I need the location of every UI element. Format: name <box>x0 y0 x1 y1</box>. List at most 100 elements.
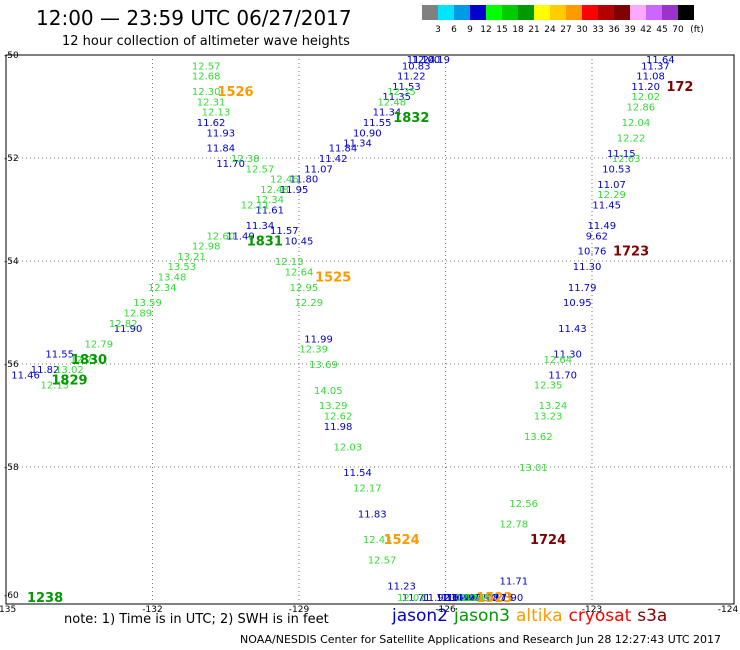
color-swatch <box>614 5 630 20</box>
color-scale-label: 45 <box>656 25 668 35</box>
data-label-jason3: 12.13 <box>41 381 70 392</box>
data-label-jason2: 11.79 <box>568 283 597 294</box>
footer-credit: NOAA/NESDIS Center for Satellite Applica… <box>240 633 722 646</box>
data-label-jason3: 14.05 <box>314 386 343 397</box>
data-label-jason2: 11.22 <box>397 72 426 83</box>
y-tick-label: -50 <box>4 51 19 61</box>
data-label-jason3: 12.35 <box>534 381 563 392</box>
color-swatch <box>630 5 646 20</box>
color-scale-label: 70 <box>672 25 684 35</box>
data-label-jason2: 11.07 <box>304 164 333 175</box>
data-label-jason3: 12.13 <box>275 257 304 268</box>
data-label-jason2: 11.83 <box>358 509 387 520</box>
y-tick-label: -52 <box>4 154 19 164</box>
data-label-jason3: 13.69 <box>309 360 338 371</box>
data-label-jason3: 12.64 <box>285 267 314 278</box>
data-label-jason2: 11.38 <box>446 593 475 604</box>
data-label-jason2: 10.90 <box>353 128 382 139</box>
data-label-jason2: 11.80 <box>290 175 319 186</box>
data-label-jason3: 13.01 <box>519 463 548 474</box>
data-label-jason2: 12.00 <box>412 55 441 66</box>
data-label-jason2: 11.20 <box>631 82 660 93</box>
data-label-jason2: 10.76 <box>578 247 607 258</box>
data-label-jason2: 11.61 <box>436 593 465 604</box>
data-label-jason2: 11.07 <box>597 180 626 191</box>
data-label-jason2: 11.09 <box>441 593 470 604</box>
time-annotation: 1723 <box>613 245 649 260</box>
color-swatch <box>646 5 662 20</box>
data-label-jason3: 12.34 <box>148 283 177 294</box>
data-label-jason2: 11.55 <box>363 118 392 129</box>
data-label-jason2: 11.95 <box>280 185 309 196</box>
data-label-jason2: 10.75 <box>485 593 514 604</box>
x-tick-label: -126 <box>435 605 456 615</box>
data-label-jason2: 11.49 <box>446 593 475 604</box>
data-label-jason2: 11.49 <box>226 231 255 242</box>
data-label-jason2: 11.34 <box>343 139 372 150</box>
data-label-jason3: 12.48 <box>377 97 406 108</box>
data-label-jason3: 12.63 <box>612 154 641 165</box>
data-label-jason2: 11.30 <box>573 262 602 273</box>
color-swatch <box>550 5 566 20</box>
time-annotation: 1525 <box>315 270 351 285</box>
data-label-jason2: 11.43 <box>558 324 587 335</box>
data-label-jason2: 11.54 <box>343 468 372 479</box>
color-scale-label: 42 <box>640 25 652 35</box>
data-label-jason3: 13.21 <box>177 252 206 263</box>
plot-frame <box>5 54 735 605</box>
data-label-jason2: 11.35 <box>382 92 411 103</box>
data-label-jason3: 12.46 <box>270 175 299 186</box>
color-scale-label: 33 <box>592 25 604 35</box>
color-swatch <box>662 5 678 20</box>
data-label-jason2: 10.45 <box>285 236 314 247</box>
data-label-jason2: 11.15 <box>607 149 636 160</box>
satellite-legend-altika: altika <box>516 606 563 626</box>
data-label-jason3: 12.31 <box>197 97 226 108</box>
satellite-legend-jason3: jason3 <box>454 606 510 626</box>
data-label-jason2: 11.42 <box>319 154 348 165</box>
data-label-jason2: 11.71 <box>500 576 529 587</box>
data-label-jason2: 11.71 <box>402 593 431 604</box>
color-scale-label: 21 <box>528 25 540 35</box>
data-label-jason2: 10.19 <box>421 55 450 66</box>
data-label-jason2: 11.61 <box>255 206 284 217</box>
color-scale-label: 9 <box>467 25 473 35</box>
data-label-jason3: 12.19 <box>456 593 485 604</box>
data-label-jason3: 13.23 <box>534 412 563 423</box>
color-swatch <box>438 5 454 20</box>
data-label-jason3: 12.60 <box>207 231 236 242</box>
data-label-jason3: 12.56 <box>509 499 538 510</box>
color-scale-label: 18 <box>512 25 524 35</box>
x-tick-label: -124 <box>718 605 739 615</box>
y-tick-label: -54 <box>4 257 19 267</box>
time-annotation: 1831 <box>247 234 283 249</box>
data-label-jason2: 10.32 <box>446 593 475 604</box>
color-swatch <box>454 5 470 20</box>
color-swatch <box>486 5 502 20</box>
data-label-jason3: 12.89 <box>124 309 153 320</box>
x-tick-label: -135 <box>0 605 16 615</box>
data-label-jason2: 11.24 <box>407 55 436 66</box>
time-annotation: 1523 <box>476 591 512 606</box>
page-subtitle: 12 hour collection of altimeter wave hei… <box>62 34 350 49</box>
data-label-jason3: 12.57 <box>368 556 397 567</box>
data-label-jason3: 13.48 <box>158 272 187 283</box>
data-label-jason2: 11.53 <box>392 82 421 93</box>
color-swatch <box>502 5 518 20</box>
data-label-jason2: 11.93 <box>207 128 236 139</box>
data-label-jason2: 11.97 <box>451 593 480 604</box>
data-label-jason2: 11.55 <box>45 350 74 361</box>
data-label-jason3: 12.29 <box>597 190 626 201</box>
time-annotation: 1832 <box>393 111 429 126</box>
data-label-jason2: 11.37 <box>641 61 670 72</box>
y-tick-label: -56 <box>4 360 19 370</box>
data-label-jason2: 11.08 <box>636 72 665 83</box>
color-swatch <box>422 5 438 20</box>
data-label-jason3: 12.57 <box>192 61 221 72</box>
data-label-jason2: 11.62 <box>197 118 226 129</box>
data-label-jason3: 13.59 <box>133 298 162 309</box>
data-label-jason3: 12.07 <box>397 593 426 604</box>
x-tick-label: -123 <box>582 605 602 615</box>
data-label-jason2: 11.70 <box>548 370 577 381</box>
